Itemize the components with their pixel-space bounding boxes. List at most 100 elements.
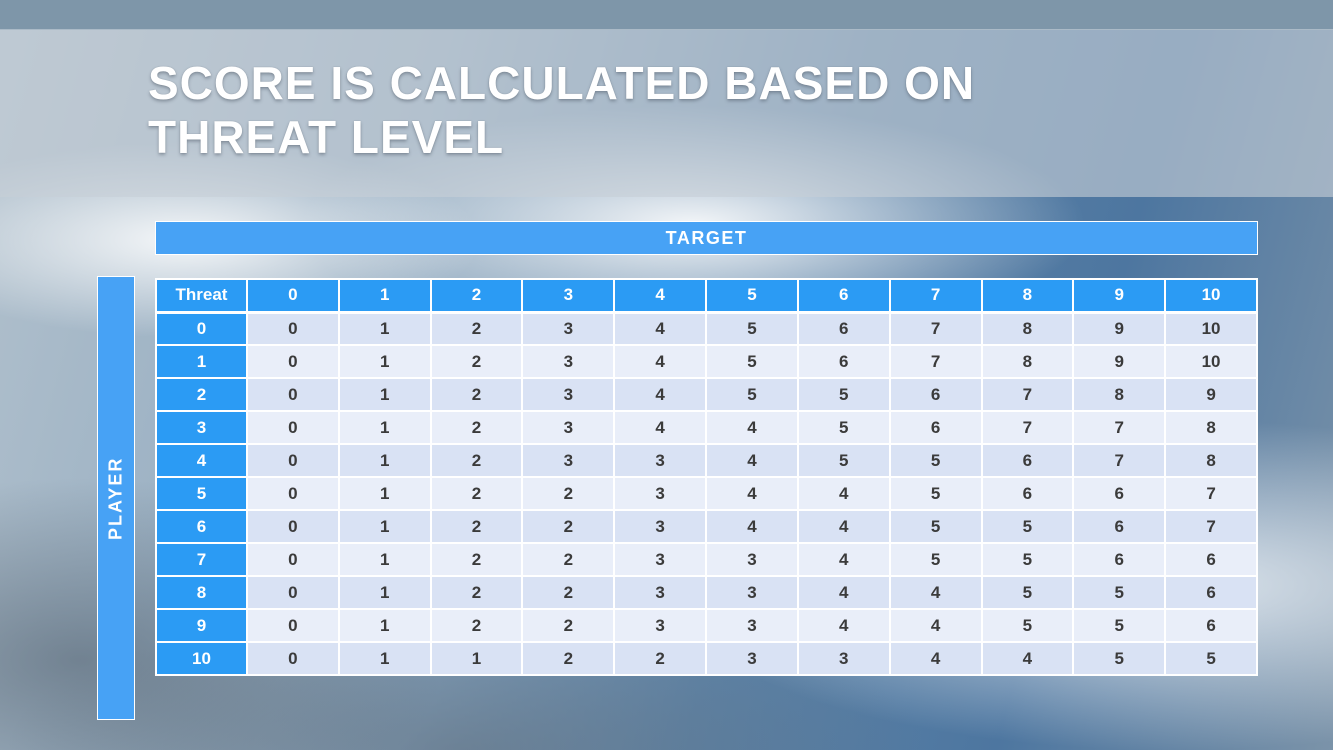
table-row: 10 0 1 1 2 2 3 3 4 4 5 5 (155, 641, 1258, 676)
slide-title-line-2: THREAT LEVEL (148, 111, 505, 164)
column-header: 4 (613, 278, 708, 314)
score-cell: 2 (429, 476, 524, 511)
score-cell: 10 (1164, 311, 1258, 346)
score-cell: 2 (429, 377, 524, 412)
score-table: Threat 0 1 2 3 4 5 6 7 8 9 10 0 0 1 2 3 4 5 6 7 8 9 10 1 0 1 2 3 4 5… (155, 278, 1258, 676)
score-cell: 7 (1164, 476, 1258, 511)
score-cell: 5 (705, 377, 799, 412)
score-cell: 6 (980, 476, 1075, 511)
score-cell: 4 (705, 410, 799, 445)
score-cell: 2 (521, 542, 616, 577)
score-cell: 6 (888, 377, 983, 412)
score-cell: 3 (521, 410, 616, 445)
score-cell: 0 (246, 443, 340, 478)
score-cell: 6 (1072, 542, 1167, 577)
score-cell: 1 (337, 311, 432, 346)
column-header: 3 (521, 278, 616, 314)
target-axis-header: TARGET (155, 221, 1258, 255)
slide-title: SCORE IS CALCULATED BASED ON THREAT LEVE… (148, 56, 1248, 165)
score-cell: 5 (888, 476, 983, 511)
threat-row-header: 1 (155, 344, 248, 379)
score-cell: 1 (337, 575, 432, 610)
score-cell: 5 (1072, 575, 1167, 610)
score-cell: 7 (1072, 443, 1167, 478)
score-cell: 2 (429, 410, 524, 445)
score-cell: 3 (705, 641, 799, 676)
score-cell: 5 (980, 575, 1075, 610)
score-cell: 5 (980, 542, 1075, 577)
score-cell: 4 (888, 641, 983, 676)
score-cell: 2 (429, 311, 524, 346)
score-cell: 7 (980, 410, 1075, 445)
score-cell: 5 (980, 509, 1075, 544)
column-header: 8 (980, 278, 1075, 314)
score-cell: 3 (521, 311, 616, 346)
score-cell: 1 (337, 641, 432, 676)
score-cell: 5 (796, 410, 891, 445)
threat-row-header: 9 (155, 608, 248, 643)
score-cell: 5 (1072, 641, 1167, 676)
score-cell: 6 (980, 443, 1075, 478)
score-cell: 5 (888, 542, 983, 577)
score-cell: 3 (613, 509, 708, 544)
score-cell: 1 (337, 509, 432, 544)
score-cell: 3 (613, 476, 708, 511)
score-cell: 1 (337, 443, 432, 478)
score-cell: 4 (796, 476, 891, 511)
player-axis-header: PLAYER (97, 276, 135, 720)
score-cell: 1 (337, 542, 432, 577)
score-cell: 5 (888, 509, 983, 544)
table-row: 0 0 1 2 3 4 5 6 7 8 9 10 (155, 311, 1258, 346)
score-cell: 1 (429, 641, 524, 676)
score-cell: 8 (1164, 443, 1258, 478)
threat-row-header: 8 (155, 575, 248, 610)
score-cell: 3 (613, 608, 708, 643)
score-cell: 0 (246, 542, 340, 577)
score-cell: 7 (888, 344, 983, 379)
score-cell: 4 (796, 542, 891, 577)
score-cell: 6 (796, 344, 891, 379)
score-cell: 0 (246, 641, 340, 676)
score-cell: 1 (337, 476, 432, 511)
score-cell: 3 (521, 443, 616, 478)
score-cell: 2 (521, 575, 616, 610)
score-cell: 2 (613, 641, 708, 676)
score-table-body: 0 0 1 2 3 4 5 6 7 8 9 10 1 0 1 2 3 4 5 6 7 8 9 10 2 0 1 2 3 4 5 5 6 7 8 9 3 0… (155, 311, 1258, 676)
score-cell: 3 (613, 443, 708, 478)
score-cell: 7 (1164, 509, 1258, 544)
score-cell: 4 (888, 608, 983, 643)
score-cell: 0 (246, 608, 340, 643)
score-cell: 6 (1164, 542, 1258, 577)
score-cell: 4 (705, 509, 799, 544)
score-cell: 2 (429, 608, 524, 643)
threat-row-header: 4 (155, 443, 248, 478)
score-cell: 6 (1072, 476, 1167, 511)
target-axis-label: TARGET (665, 227, 748, 248)
score-cell: 4 (980, 641, 1075, 676)
threat-row-header: 0 (155, 311, 248, 346)
column-header: 2 (429, 278, 524, 314)
score-cell: 1 (337, 410, 432, 445)
score-cell: 3 (521, 344, 616, 379)
score-cell: 8 (1072, 377, 1167, 412)
score-cell: 2 (521, 509, 616, 544)
score-cell: 3 (705, 608, 799, 643)
score-cell: 4 (796, 509, 891, 544)
column-header: 1 (337, 278, 432, 314)
score-cell: 0 (246, 344, 340, 379)
score-cell: 4 (613, 377, 708, 412)
score-cell: 2 (429, 509, 524, 544)
score-cell: 6 (1164, 575, 1258, 610)
score-cell: 4 (796, 608, 891, 643)
score-cell: 4 (705, 443, 799, 478)
score-cell: 5 (705, 311, 799, 346)
score-cell: 0 (246, 509, 340, 544)
score-cell: 8 (980, 311, 1075, 346)
score-cell: 4 (613, 410, 708, 445)
